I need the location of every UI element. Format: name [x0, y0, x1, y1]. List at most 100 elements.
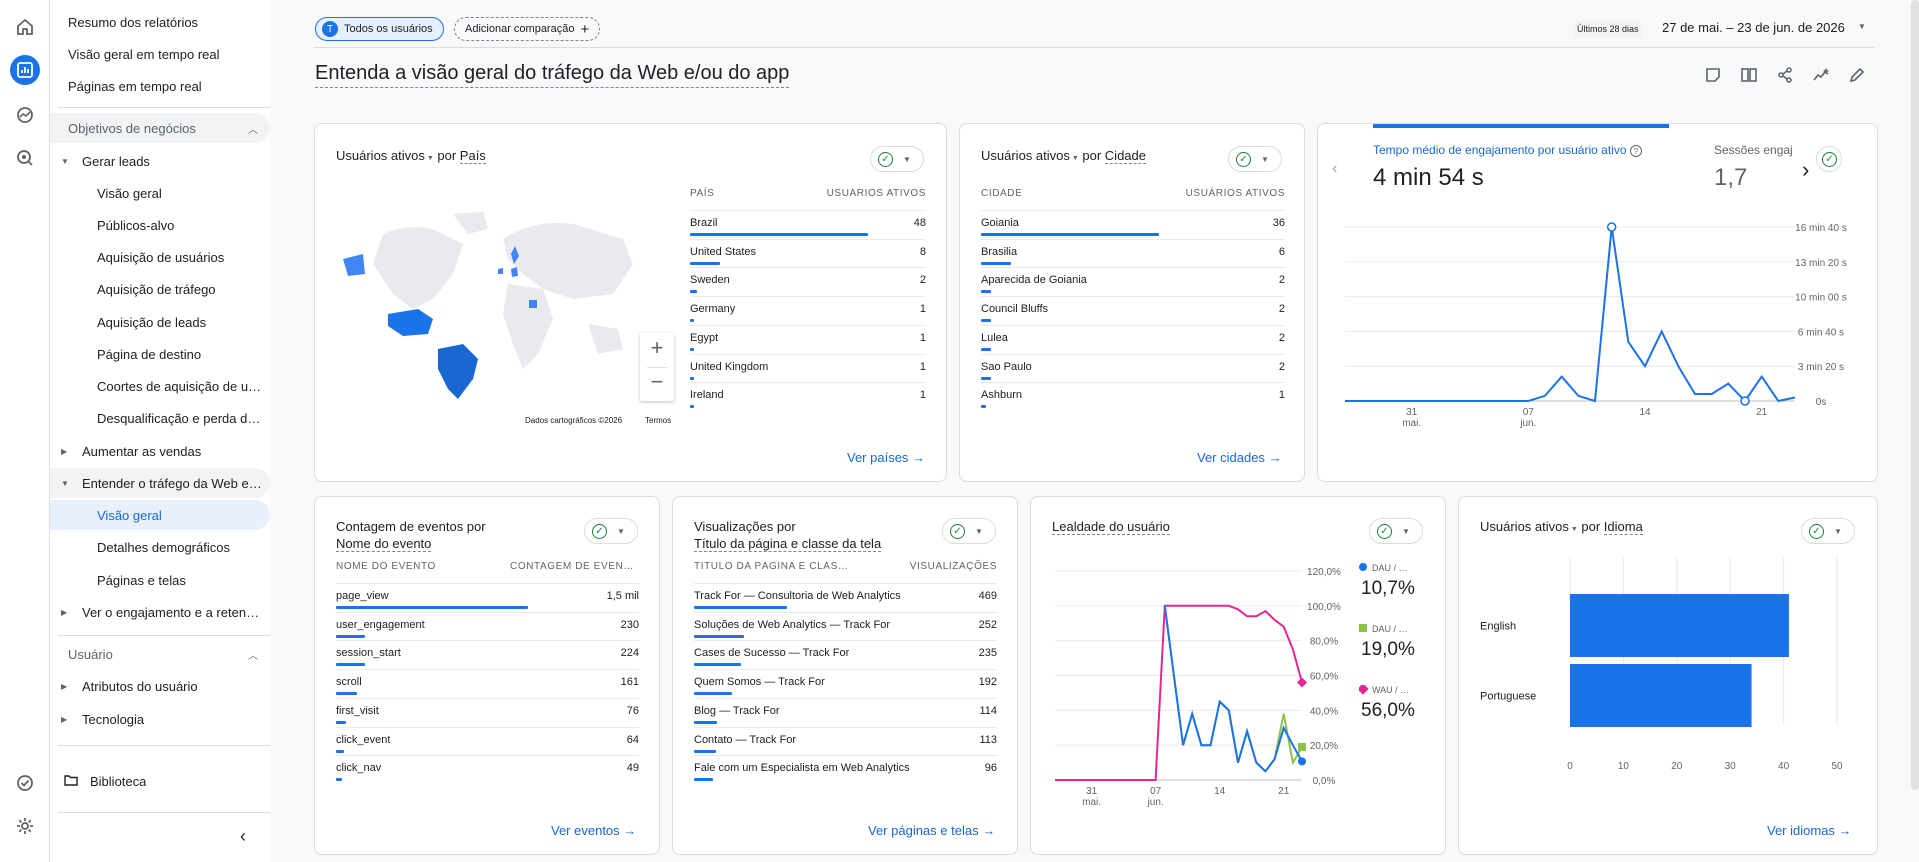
edit-icon[interactable]: [1844, 62, 1870, 88]
nav-item-gl-traffic-acquisition[interactable]: Aquisição de tráfego: [97, 281, 216, 297]
dimension-picker[interactable]: País: [459, 148, 486, 164]
table-row[interactable]: click_nav 49: [336, 755, 639, 784]
table-row[interactable]: Brazil 48: [690, 210, 926, 239]
nav-item-et-pages-screens[interactable]: Páginas e telas: [97, 572, 186, 588]
nav-item-gl-user-acquisition[interactable]: Aquisição de usuários: [97, 249, 225, 265]
dimension-picker[interactable]: Cidade: [1104, 148, 1146, 164]
segment-chip[interactable]: T Todos os usuários: [315, 17, 444, 41]
y-tick-label: 20,0%: [1310, 741, 1338, 752]
table-row[interactable]: page_view 1,5 mil: [336, 583, 639, 612]
nav-item-gl-disqualification[interactable]: Desqualificação e perda de leads: [97, 410, 267, 426]
card-status-button[interactable]: ✓ ▼: [942, 518, 996, 544]
check-circle-icon[interactable]: [10, 768, 40, 798]
table-row[interactable]: Cases de Sucesso — Track For 235: [694, 640, 997, 669]
explore-icon[interactable]: [10, 100, 40, 130]
date-range-picker[interactable]: 27 de mai. – 23 de jun. de 2026: [1662, 20, 1845, 35]
help-icon[interactable]: ?: [1629, 145, 1642, 157]
card-status-button[interactable]: ✓ ▼: [870, 146, 924, 172]
table-row[interactable]: Contato — Track For 113: [694, 726, 997, 756]
nav-item-et-overview[interactable]: Visão geral: [50, 500, 270, 530]
zoom-out-button[interactable]: −: [650, 369, 664, 394]
table-row[interactable]: Ireland 1: [690, 382, 926, 411]
table-row[interactable]: Brasilia 6: [981, 238, 1285, 268]
table-row[interactable]: Blog — Track For 114: [694, 697, 997, 727]
table-row[interactable]: scroll 161: [336, 669, 639, 698]
reports-icon[interactable]: [10, 55, 40, 85]
nav-section-user[interactable]: Usuário ︿: [68, 646, 258, 662]
view-events-link[interactable]: Ver eventos →: [551, 823, 637, 838]
table-row[interactable]: Council Bluffs 2: [981, 296, 1285, 325]
caret-down-icon[interactable]: ▼: [424, 155, 434, 162]
page-scrollbar[interactable]: [1911, 0, 1919, 790]
table-row[interactable]: Sweden 2: [690, 267, 926, 296]
legend-text: DAU / …: [1372, 624, 1408, 634]
nav-item-gl-cohorts[interactable]: Coortes de aquisição de usuários: [97, 378, 267, 394]
card-status-button[interactable]: ✓ ▼: [1801, 518, 1855, 544]
compare-icon[interactable]: [1736, 62, 1762, 88]
table-row[interactable]: session_start 224: [336, 640, 639, 669]
nav-section-business-objectives[interactable]: Objetivos de negócios ︿: [50, 113, 270, 143]
nav-item-realtime[interactable]: Visão geral em tempo real: [68, 46, 220, 62]
share-icon[interactable]: [1772, 62, 1798, 88]
nav-item-gl-landing-page[interactable]: Página de destino: [97, 346, 202, 362]
table-row[interactable]: Ashburn 1: [981, 382, 1285, 411]
metric-tab-engagement-time[interactable]: Tempo médio de engajamento por usuário a…: [1373, 143, 1642, 157]
customize-icon[interactable]: [1700, 62, 1726, 88]
metric-tab-engaged-sessions[interactable]: Sessões engajadas por usuário ativo: [1714, 143, 1792, 157]
caret-down-icon[interactable]: ▼: [1568, 526, 1578, 533]
card-status-button[interactable]: ✓: [1816, 146, 1842, 172]
home-icon[interactable]: [10, 12, 40, 42]
view-languages-link[interactable]: Ver idiomas →: [1767, 823, 1852, 838]
nav-group-engajamento[interactable]: ▶ Ver o engajamento e a retenção: [61, 604, 264, 620]
dimension-picker[interactable]: Idioma: [1603, 519, 1643, 535]
table-row[interactable]: Aparecida de Goiania 2: [981, 267, 1285, 296]
nav-group-gerar-leads[interactable]: ▼ Gerar leads: [61, 153, 150, 169]
gear-icon[interactable]: [10, 811, 40, 841]
view-countries-link[interactable]: Ver países →: [847, 450, 926, 465]
table-row[interactable]: United States 8: [690, 238, 926, 268]
add-comparison-button[interactable]: Adicionar comparação +: [454, 17, 601, 41]
table-row[interactable]: click_event 64: [336, 726, 639, 756]
nav-item-gl-audiences[interactable]: Públicos-alvo: [97, 217, 175, 233]
table-row[interactable]: Germany 1: [690, 296, 926, 325]
world-map[interactable]: [333, 204, 643, 404]
table-row[interactable]: United Kingdom 1: [690, 353, 926, 383]
card-status-button[interactable]: ✓ ▼: [584, 518, 638, 544]
table-row[interactable]: user_engagement 230: [336, 611, 639, 641]
card-status-button[interactable]: ✓ ▼: [1228, 146, 1282, 172]
view-pages-link[interactable]: Ver páginas e telas →: [868, 823, 996, 838]
table-row[interactable]: Track For — Consultoria de Web Analytics…: [694, 583, 997, 612]
table-row[interactable]: Quem Somos — Track For 192: [694, 669, 997, 698]
table-row[interactable]: Egypt 1: [690, 324, 926, 354]
nav-group-entender-trafego[interactable]: ▼Entender o tráfego da Web e/ou do app: [50, 468, 270, 498]
nav-item-library[interactable]: Biblioteca: [50, 766, 270, 796]
nav-item-gl-lead-acquisition[interactable]: Aquisição de leads: [97, 314, 207, 330]
table-row[interactable]: Fale com um Especialista em Web Analytic…: [694, 755, 997, 784]
dimension-picker[interactable]: Título da página e classe da tela: [694, 536, 882, 552]
nav-group-user-attributes[interactable]: ▶ Atributos do usuário: [61, 678, 198, 694]
insights-icon[interactable]: [1808, 62, 1834, 88]
view-cities-link[interactable]: Ver cidades →: [1197, 450, 1282, 465]
nav-group-technology[interactable]: ▶ Tecnologia: [61, 711, 145, 727]
zoom-in-button[interactable]: +: [650, 335, 664, 360]
nav-group-aumentar-vendas[interactable]: ▶ Aumentar as vendas: [61, 443, 202, 459]
nav-item-gl-overview[interactable]: Visão geral: [97, 185, 162, 201]
table-row[interactable]: Goiania 36: [981, 210, 1285, 239]
table-row[interactable]: Lulea 2: [981, 324, 1285, 354]
caret-down-icon[interactable]: ▼: [1858, 22, 1866, 31]
chevron-right-icon[interactable]: ›: [1802, 157, 1810, 182]
loyalty-line-chart: 120,0% 100,0% 80,0% 60,0% 40,0% 20,0% 0,0% 31ma…: [1055, 567, 1341, 808]
nav-item-summary[interactable]: Resumo dos relatórios: [68, 14, 199, 30]
chevron-left-icon[interactable]: ‹: [1332, 160, 1338, 177]
collapse-nav-icon[interactable]: ‹: [240, 826, 246, 846]
table-row[interactable]: Sao Paulo 2: [981, 353, 1285, 383]
table-row[interactable]: Soluções de Web Analytics — Track For 252: [694, 611, 997, 641]
nav-item-realtime-pages[interactable]: Páginas em tempo real: [68, 78, 202, 94]
dimension-picker[interactable]: Nome do evento: [336, 536, 432, 552]
caret-down-icon[interactable]: ▼: [1069, 155, 1079, 162]
table-row[interactable]: first_visit 76: [336, 697, 639, 727]
nav-item-et-demographics[interactable]: Detalhes demográficos: [97, 539, 230, 555]
map-terms-link[interactable]: Termos: [645, 416, 672, 425]
advertising-icon[interactable]: [10, 143, 40, 173]
card-status-button[interactable]: ✓ ▼: [1369, 518, 1423, 544]
